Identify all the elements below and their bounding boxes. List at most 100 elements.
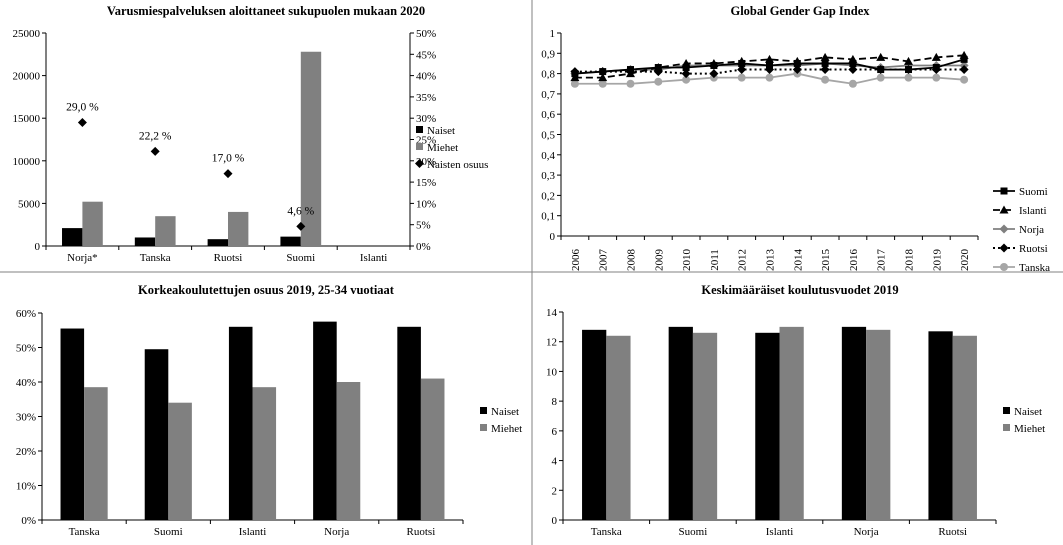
legend-label: Naiset	[1014, 406, 1042, 418]
bar-miehet	[252, 387, 277, 520]
share-data-label: 4,6 %	[287, 205, 314, 217]
share-point	[296, 221, 306, 231]
legend-label: Naiset	[491, 406, 519, 418]
bar-miehet	[606, 335, 631, 520]
x-tick-label: Suomi	[154, 526, 183, 538]
series-point-islanti	[681, 58, 691, 67]
legend-swatch	[480, 424, 487, 431]
legend-swatch	[416, 126, 423, 133]
bar-naiset	[207, 239, 228, 246]
series-point-islanti	[570, 73, 580, 82]
x-tick-label: 2017	[876, 249, 888, 272]
share-point	[223, 169, 233, 179]
x-tick-label: Suomi	[679, 526, 708, 538]
legend-label: Suomi	[1019, 186, 1048, 198]
series-point-ruotsi	[959, 65, 969, 75]
y-tick-label: 10	[546, 366, 558, 378]
share-point	[77, 117, 87, 127]
bar-miehet	[82, 201, 103, 246]
y-tick-label: 50%	[16, 343, 36, 355]
y-tick-label: 20000	[13, 71, 41, 83]
x-tick-label: Norja*	[67, 252, 98, 264]
x-tick-label: Norja	[324, 526, 349, 538]
y-tick-label: 20%	[16, 446, 36, 458]
legend-marker	[999, 224, 1009, 234]
y-tick-label: 0,1	[541, 211, 555, 223]
series-point-suomi	[932, 64, 940, 72]
y-tick-label: 0%	[21, 515, 36, 527]
y-tick-label: 0,2	[541, 190, 555, 202]
legend-label: Miehet	[491, 423, 522, 435]
y-tick-label: 14	[546, 307, 558, 319]
series-point-islanti	[792, 56, 802, 65]
series-point-ruotsi	[681, 69, 691, 79]
series-point-ruotsi	[820, 65, 830, 75]
y-tick-label: 0,4	[541, 150, 555, 162]
y-tick-label: 1	[550, 28, 556, 40]
series-point-ruotsi	[792, 65, 802, 75]
legend-swatch	[416, 143, 423, 150]
series-point-islanti	[653, 63, 663, 72]
y-tick-label: 12	[546, 337, 557, 349]
bar-naiset	[144, 349, 169, 520]
y-tick-label: 0,8	[541, 69, 555, 81]
x-tick-label: Ruotsi	[938, 526, 967, 538]
bar-naiset	[668, 326, 693, 520]
y2-tick-label: 5%	[416, 220, 431, 232]
share-point	[150, 146, 160, 156]
x-tick-label: Tanska	[69, 526, 100, 538]
legend-label: Ruotsi	[1019, 243, 1048, 255]
bar-naiset	[928, 331, 953, 520]
series-point-islanti	[598, 73, 608, 82]
y-tick-label: 0,6	[541, 109, 555, 121]
bar-miehet	[336, 382, 361, 520]
x-tick-label: Tanska	[140, 252, 171, 264]
y-tick-label: 10%	[16, 481, 36, 493]
bar-naiset	[582, 329, 607, 520]
legend-label: Islanti	[1019, 205, 1047, 217]
x-tick-label: 2011	[709, 249, 721, 271]
bar-miehet	[952, 335, 977, 520]
bar-miehet	[420, 378, 445, 520]
bar-naiset	[62, 228, 83, 246]
legend-label: Naisten osuus	[427, 159, 488, 171]
y2-tick-label: 30%	[416, 113, 436, 125]
series-point-tanska	[598, 79, 607, 88]
x-tick-label: 2016	[848, 249, 860, 272]
series-point-islanti	[959, 50, 969, 59]
legend-marker	[999, 205, 1009, 214]
series-point-tanska	[570, 79, 579, 88]
y-tick-label: 25000	[13, 28, 41, 40]
y2-tick-label: 40%	[416, 71, 436, 83]
x-tick-label: 2013	[765, 249, 777, 272]
series-point-tanska	[904, 73, 913, 82]
series-point-suomi	[766, 61, 773, 69]
y2-tick-label: 50%	[416, 28, 436, 40]
series-point-islanti	[876, 52, 886, 61]
bar-naiset	[313, 321, 337, 520]
series-point-suomi	[905, 66, 912, 74]
y-tick-label: 30%	[16, 412, 36, 424]
bar-miehet	[155, 216, 176, 246]
series-point-tanska	[821, 75, 830, 84]
legend-marker	[1000, 187, 1008, 195]
y2-tick-label: 0%	[416, 241, 431, 253]
series-point-tanska	[960, 75, 969, 84]
legend-label: Norja	[1019, 224, 1044, 236]
series-point-tanska	[848, 79, 857, 88]
x-tick-label: 2010	[681, 249, 693, 272]
series-point-islanti	[904, 56, 913, 65]
series-point-islanti	[737, 56, 747, 65]
series-point-islanti	[709, 58, 719, 67]
bar-miehet	[692, 332, 718, 520]
y-tick-label: 40%	[16, 377, 36, 389]
bar-naiset	[280, 236, 301, 246]
x-tick-label: 2020	[959, 249, 971, 272]
y-tick-label: 0,7	[541, 89, 555, 101]
series-point-ruotsi	[737, 65, 747, 75]
series-point-islanti	[626, 69, 635, 78]
series-point-ruotsi	[848, 65, 858, 75]
series-point-tanska	[876, 73, 885, 82]
x-tick-label: 2009	[653, 249, 665, 272]
